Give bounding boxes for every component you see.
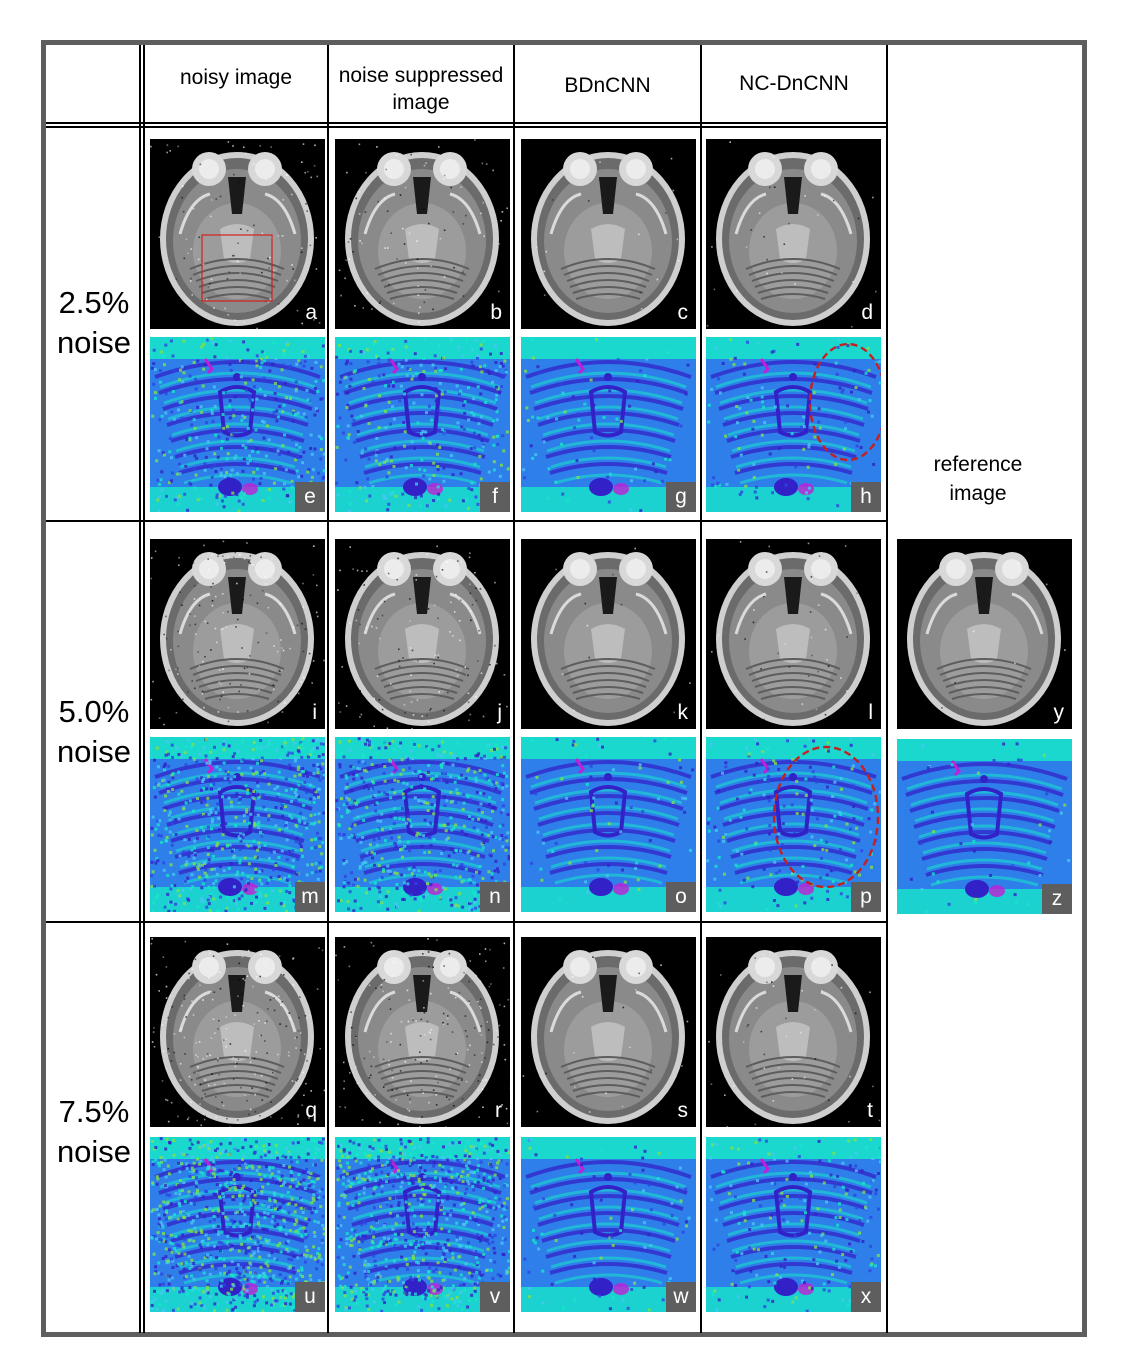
panel-label: b (490, 301, 502, 324)
panel-c: c (521, 139, 696, 329)
panel-q: q (150, 937, 325, 1127)
column-header-line: image (392, 91, 450, 114)
panel-m: m (150, 737, 325, 912)
panel-label: g (666, 482, 696, 512)
panel-e: e (150, 337, 325, 512)
panel-label: a (305, 301, 317, 324)
panel-label: q (305, 1099, 317, 1122)
row-header-percent: 2.5% (58, 285, 130, 320)
panel-label: l (868, 701, 873, 724)
row-header-7-5: 7.5% noise (48, 1092, 140, 1172)
panel-label: d (861, 301, 873, 324)
column-header-line: image (949, 482, 1007, 505)
panel-label: h (851, 482, 881, 512)
panel-label: w (666, 1282, 696, 1312)
panel-label: x (851, 1282, 881, 1312)
panel-d: d (706, 139, 881, 329)
column-header-ncdncnn: NC-DnCNN (739, 72, 849, 95)
grid-line (46, 921, 888, 923)
panel-label: c (677, 301, 689, 324)
panel-b: b (335, 139, 510, 329)
row-header-word: noise (56, 734, 132, 769)
column-header-suppressed: noise suppressed image (329, 62, 513, 116)
panel-label: i (312, 701, 317, 724)
grid-line (327, 45, 329, 1333)
grid-line (143, 45, 145, 1333)
panel-y: y (897, 539, 1072, 729)
row-header-word: noise (56, 1134, 132, 1169)
grid-line (513, 45, 515, 1333)
column-header-line: reference (933, 453, 1023, 476)
panel-label: f (480, 482, 510, 512)
panel-label: n (480, 882, 510, 912)
panel-label: y (1053, 701, 1065, 724)
panel-label: v (480, 1282, 510, 1312)
panel-t: t (706, 937, 881, 1127)
panel-label: r (495, 1099, 502, 1122)
panel-u: u (150, 1137, 325, 1312)
panel-label: o (666, 882, 696, 912)
row-header-percent: 5.0% (58, 694, 130, 729)
panel-label: k (677, 701, 689, 724)
panel-label: t (867, 1099, 873, 1122)
row-header-word: noise (56, 325, 132, 360)
panel-x: x (706, 1137, 881, 1312)
panel-label: j (497, 701, 502, 724)
panel-n: n (335, 737, 510, 912)
panel-label: p (851, 882, 881, 912)
grid-line (46, 520, 888, 522)
panel-h: h (706, 337, 881, 512)
panel-z: z (897, 739, 1072, 914)
grid-line (46, 126, 888, 128)
panel-p: p (706, 737, 881, 912)
grid-line (886, 45, 888, 1333)
panel-label: s (677, 1099, 689, 1122)
column-header-bdncnn: BDnCNN (564, 74, 651, 97)
panel-s: s (521, 937, 696, 1127)
column-header-reference: reference image (888, 450, 1068, 508)
panel-w: w (521, 1137, 696, 1312)
panel-o: o (521, 737, 696, 912)
figure-frame (41, 40, 1087, 1337)
row-header-2-5: 2.5% noise (48, 283, 140, 363)
row-header-percent: 7.5% (58, 1094, 130, 1129)
grid-line (139, 45, 141, 1333)
column-header-noisy: noisy image (179, 66, 293, 89)
panel-a: a (150, 139, 325, 329)
panel-label: u (295, 1282, 325, 1312)
panel-label: m (295, 882, 325, 912)
grid-line (46, 122, 888, 124)
grid-line (700, 45, 702, 1333)
row-header-5-0: 5.0% noise (48, 692, 140, 772)
panel-g: g (521, 337, 696, 512)
panel-label: e (295, 482, 325, 512)
panel-k: k (521, 539, 696, 729)
panel-i: i (150, 539, 325, 729)
panel-f: f (335, 337, 510, 512)
panel-j: j (335, 539, 510, 729)
panel-v: v (335, 1137, 510, 1312)
panel-l: l (706, 539, 881, 729)
column-header-line: noise suppressed (338, 64, 504, 87)
panel-r: r (335, 937, 510, 1127)
panel-label: z (1042, 884, 1072, 914)
